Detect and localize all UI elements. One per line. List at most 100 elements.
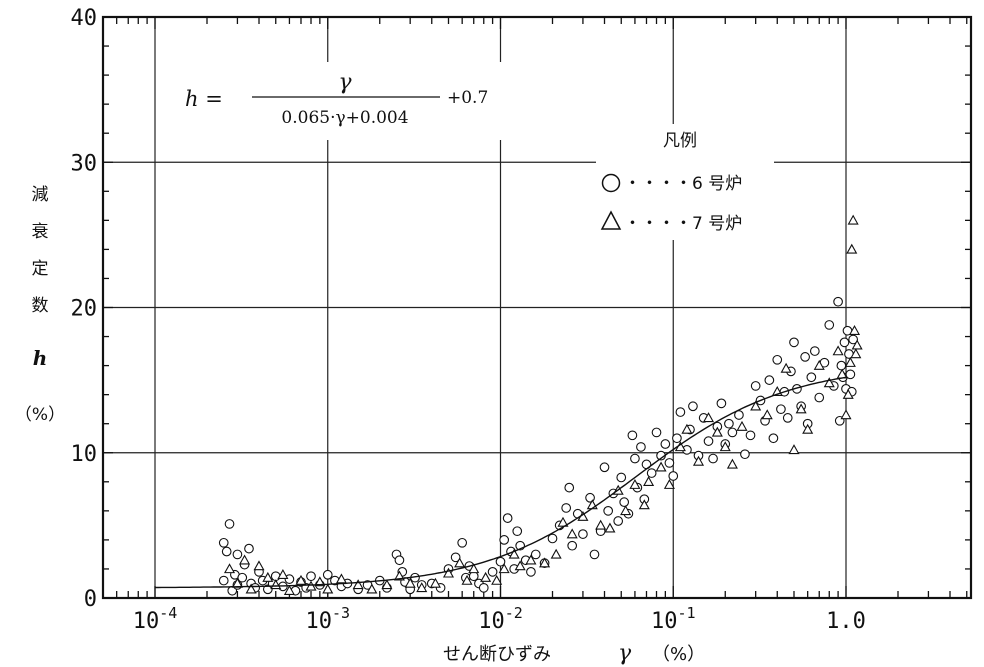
data-point-circle: [688, 401, 698, 412]
data-point-circle: [457, 537, 468, 548]
data-point-triangle: [223, 563, 236, 574]
x-tick-labels: 10-4 10-3 10-2 10-1 1.0: [133, 604, 866, 634]
data-point-circle: [836, 360, 847, 371]
legend-title: 凡例: [663, 131, 697, 151]
data-point-circle: [322, 569, 333, 580]
data-point-triangle: [842, 388, 854, 399]
data-point-triangle: [322, 583, 334, 594]
y-tick-label: 10: [71, 442, 98, 467]
data-point-triangle: [491, 574, 503, 585]
data-point-circle: [672, 433, 682, 444]
data-point-circle: [613, 516, 624, 526]
y-tick-label: 40: [71, 6, 98, 31]
data-point-triangle: [381, 579, 393, 590]
data-point-triangle: [461, 574, 473, 585]
data-point-triangle: [305, 580, 317, 591]
data-point-triangle: [550, 548, 562, 559]
data-point-circle: [660, 439, 671, 449]
data-point-triangle: [847, 214, 859, 225]
x-tick-label: 10-2: [478, 604, 523, 634]
formula-background: [172, 62, 502, 140]
data-point-circle: [547, 533, 558, 544]
data-point-circle: [589, 549, 600, 560]
data-point-triangle: [638, 499, 650, 510]
data-point-circle: [616, 472, 627, 483]
fit-curve: [155, 376, 847, 589]
formula-lhs: h =: [185, 87, 223, 111]
data-point-circle: [232, 549, 243, 560]
data-point-circle: [675, 407, 686, 417]
data-point-triangle: [692, 455, 705, 466]
data-point-triangle: [750, 400, 762, 411]
data-point-triangle: [557, 516, 569, 527]
data-point-circle: [394, 555, 405, 566]
data-point-triangle: [525, 554, 537, 565]
data-point-circle: [651, 427, 662, 438]
data-point-triangle: [442, 567, 455, 578]
legend-label-7: 7 号炉: [692, 214, 742, 234]
y-tick-label: 20: [71, 297, 98, 322]
data-point-triangle: [468, 563, 480, 574]
data-point-circle: [218, 537, 229, 548]
data-point-circle: [221, 546, 232, 557]
data-point-triangle: [643, 476, 655, 487]
data-point-triangle: [539, 557, 551, 568]
x-tick-label: 10-4: [133, 604, 178, 634]
data-point-circle: [450, 552, 461, 563]
data-point-triangle: [239, 554, 251, 565]
data-point-circle: [224, 519, 235, 529]
data-point-circle: [708, 453, 718, 464]
data-point-circle: [772, 354, 783, 365]
data-point-triangle: [283, 585, 295, 595]
data-point-triangle: [832, 345, 844, 356]
data-point-circle: [833, 296, 843, 307]
y-tick-label: 0: [84, 587, 97, 612]
data-point-circle: [845, 369, 856, 380]
formula: h = γ 0.065·γ+0.004 +0.7: [172, 62, 502, 140]
data-point-circle: [567, 540, 578, 551]
ylabel-char-4: 数: [32, 296, 49, 316]
data-point-triangle: [314, 576, 326, 587]
data-point-triangle: [681, 423, 693, 434]
ylabel-char-2: 衰: [32, 222, 49, 242]
data-point-triangle: [844, 356, 856, 367]
data-point-circle: [727, 427, 738, 438]
data-point-circle: [218, 575, 229, 586]
x-tick-label: 10-1: [651, 604, 696, 634]
data-point-circle: [487, 567, 498, 577]
data-point-triangle: [823, 377, 835, 388]
data-point-circle: [530, 549, 541, 560]
legend-dots-2: ・・・・: [624, 214, 692, 234]
data-point-circle: [724, 418, 734, 429]
data-point-triangle: [604, 522, 616, 533]
data-point-triangle: [335, 573, 347, 584]
legend-triangle-icon: [600, 210, 622, 230]
ylabel-symbol: h: [33, 346, 48, 370]
legend-circle-icon: [601, 173, 621, 193]
data-point-circle: [789, 337, 799, 348]
data-point-circle: [630, 453, 640, 464]
data-point-triangle: [253, 560, 265, 571]
data-point-circle: [512, 526, 523, 537]
data-point-circle: [599, 462, 610, 473]
data-point-circle: [306, 571, 316, 582]
xlabel-main: せん断ひずみ: [443, 644, 551, 665]
data-point-triangle: [711, 426, 723, 437]
data-point-triangle: [851, 339, 863, 350]
data-point-triangle: [795, 403, 807, 414]
legend-background: [596, 124, 774, 240]
data-point-triangle: [429, 577, 441, 588]
data-point-triangle: [366, 583, 378, 594]
data-points: [218, 214, 863, 596]
xlabel-unit: （%）: [652, 644, 705, 665]
data-point-circle: [800, 352, 810, 362]
data-point-triangle: [780, 362, 792, 373]
data-point-circle: [839, 337, 850, 348]
data-point-circle: [561, 503, 572, 513]
data-point-triangle: [277, 569, 289, 579]
x-axis-label: せん断ひずみ γ （%）: [443, 641, 705, 666]
data-point-triangle: [480, 571, 492, 582]
data-point-triangle: [848, 325, 861, 335]
x-tick-label: 1.0: [826, 609, 866, 634]
data-point-circle: [478, 582, 489, 593]
